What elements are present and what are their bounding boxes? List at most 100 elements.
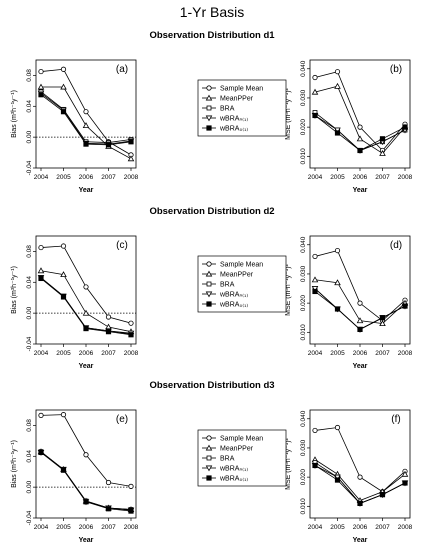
- data-point: [128, 508, 134, 514]
- y-tick-label: 0.00: [26, 130, 33, 143]
- legend-label: wBRA₀₍₁₎: [219, 126, 248, 133]
- legend-label: wBRA₀₍₁₎: [219, 476, 248, 483]
- series-line: [40, 92, 132, 145]
- x-tick-label: 2007: [101, 350, 116, 357]
- chart-panel-d: 2004 2005 2006 2007 2008 Year 0.010 0.020 0.030 0…: [285, 235, 413, 370]
- y-tick-label: -0.04: [26, 510, 33, 525]
- y-axis-label: Bias (m³h⁻¹y⁻¹): [11, 90, 18, 138]
- y-tick-label: 0.04: [26, 276, 33, 289]
- y-tick-label: 0.040: [300, 236, 307, 253]
- data-point: [60, 294, 67, 300]
- x-tick-label: 2004: [34, 174, 49, 181]
- legend-label: MeanPPer: [220, 446, 254, 453]
- legend-marker: [206, 85, 212, 91]
- x-tick-label: 2008: [124, 524, 139, 531]
- y-tick-label: 0.030: [300, 89, 307, 106]
- legend-label: Sample Mean: [220, 86, 263, 93]
- data-point: [379, 492, 386, 498]
- y-tick-label: 0.010: [300, 324, 307, 341]
- x-tick-label: 2006: [79, 174, 94, 181]
- x-tick-label: 2006: [353, 174, 368, 181]
- data-point: [128, 483, 134, 489]
- x-tick-label: 2008: [398, 174, 413, 181]
- legend-label: MeanPPer: [220, 272, 254, 279]
- x-tick-label: 2004: [34, 524, 49, 531]
- series-line: [40, 270, 132, 333]
- y-axis-label: MSE (m³h⁻¹y⁻¹)²: [285, 87, 292, 139]
- data-point: [38, 449, 44, 456]
- chart-panel-b: 2004 2005 2006 2007 2008 Year 0.010 0.020 0.030 0…: [285, 59, 413, 194]
- series-line: [314, 427, 406, 493]
- series-line: [40, 91, 132, 143]
- x-axis-label: Year: [353, 363, 368, 370]
- y-tick-label: 0.030: [300, 265, 307, 282]
- data-point: [334, 247, 341, 254]
- data-point: [357, 124, 363, 130]
- x-axis-label: Year: [79, 363, 94, 370]
- y-tick-label: 0.00: [26, 480, 33, 493]
- data-point: [334, 477, 341, 483]
- data-point: [312, 427, 318, 434]
- data-point: [357, 147, 363, 154]
- legend-label: Sample Mean: [220, 262, 263, 269]
- series-line: [314, 288, 406, 330]
- x-tick-label: 2004: [308, 174, 323, 181]
- data-point: [60, 83, 67, 90]
- x-tick-label: 2006: [353, 350, 368, 357]
- x-tick-label: 2008: [124, 350, 139, 357]
- data-point: [128, 139, 134, 145]
- data-point: [334, 82, 341, 89]
- panel-label: (b): [390, 64, 402, 75]
- data-point: [356, 317, 364, 324]
- y-tick-label: 0.00: [26, 306, 33, 319]
- panel-label: (f): [391, 414, 400, 425]
- chart-panel-f: 2004 2005 2006 2007 2008 Year 0.010 0.020 0.030 0…: [285, 409, 413, 544]
- x-tick-label: 2006: [79, 350, 94, 357]
- data-point: [83, 452, 89, 458]
- legend: Sample Mean MeanPPer BRA wBRAₙ₍₁₎ wBRA₀₍₁₎: [197, 429, 287, 487]
- y-tick-label: 0.010: [300, 498, 307, 515]
- x-tick-label: 2004: [34, 350, 49, 357]
- legend-marker: [205, 270, 213, 277]
- legend-label: wBRAₙ₍₁₎: [219, 466, 248, 473]
- data-point: [38, 412, 44, 418]
- y-tick-label: 0.04: [26, 450, 33, 463]
- panel-label: (e): [116, 414, 128, 425]
- data-point: [105, 142, 112, 148]
- x-tick-label: 2005: [330, 350, 345, 357]
- data-point: [357, 300, 363, 306]
- x-axis-label: Year: [353, 187, 368, 194]
- y-tick-label: -0.04: [26, 160, 33, 175]
- y-tick-label: 0.030: [300, 439, 307, 456]
- data-point: [105, 329, 112, 335]
- series-line: [314, 288, 406, 330]
- legend-label: wBRAₙ₍₁₎: [219, 116, 248, 123]
- legend-marker: [206, 435, 212, 441]
- data-point: [38, 275, 44, 282]
- x-tick-label: 2007: [375, 174, 390, 181]
- data-point: [312, 288, 318, 295]
- chart-panels: 2004 2005 2006 2007 2008 Year -0.04 0.00 0.04 0.0…: [11, 30, 413, 544]
- x-tick-label: 2008: [398, 350, 413, 357]
- x-tick-label: 2005: [56, 350, 71, 357]
- x-tick-label: 2008: [124, 174, 139, 181]
- legend: Sample Mean MeanPPer BRA wBRAₙ₍₁₎ wBRA₀₍₁₎: [197, 79, 287, 137]
- legend-marker: [206, 475, 212, 481]
- data-point: [37, 83, 45, 90]
- legend: Sample Mean MeanPPer BRA wBRAₙ₍₁₎ wBRA₀₍₁₎: [197, 255, 287, 313]
- data-point: [38, 68, 44, 75]
- series-line: [314, 459, 406, 501]
- data-point: [312, 112, 318, 119]
- panel-label: (a): [116, 64, 128, 75]
- data-point: [334, 424, 341, 431]
- x-tick-label: 2005: [56, 524, 71, 531]
- data-point: [128, 332, 134, 338]
- data-point: [60, 467, 67, 473]
- series-line: [314, 291, 406, 330]
- group-title: Observation Distribution d1: [149, 30, 275, 41]
- data-point: [311, 276, 319, 283]
- y-axis-label: MSE (m³h⁻¹y⁻¹)²: [285, 437, 292, 489]
- y-tick-label: 0.040: [300, 60, 307, 77]
- x-tick-label: 2005: [56, 174, 71, 181]
- data-point: [334, 279, 341, 286]
